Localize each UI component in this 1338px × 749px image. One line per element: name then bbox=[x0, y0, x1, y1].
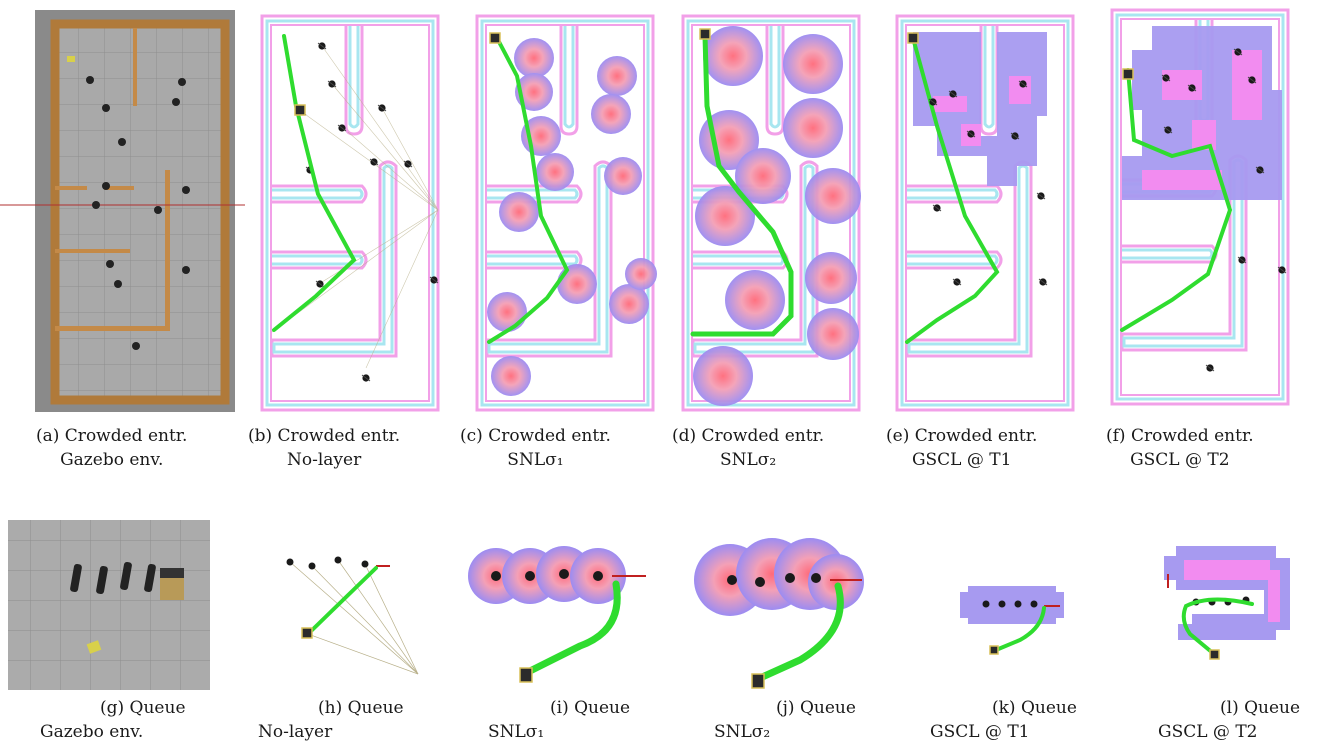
caption-i-line2: SNLσ₁ bbox=[488, 722, 545, 742]
panel-c-snl-sigma1 bbox=[475, 14, 657, 412]
panel-l-gscl-t2-queue bbox=[1164, 546, 1290, 660]
caption-d-line1: (d) Crowded entr. bbox=[672, 426, 825, 446]
caption-k-line2: GSCL @ T1 bbox=[930, 722, 1030, 742]
panel-j-snl-sigma2-queue bbox=[694, 538, 864, 689]
panel-a-gazebo bbox=[0, 10, 245, 412]
caption-i-line1: (i) Queue bbox=[550, 698, 631, 718]
caption-d-line2: SNLσ₂ bbox=[719, 450, 777, 470]
caption-c-line2: SNLσ₁ bbox=[507, 450, 564, 470]
panel-f-gscl-t2 bbox=[1110, 8, 1290, 406]
caption-a-line2: Gazebo env. bbox=[60, 450, 164, 470]
caption-a-line1: (a) Crowded entr. bbox=[36, 426, 188, 446]
caption-j-line1: (j) Queue bbox=[776, 698, 856, 718]
panel-g-gazebo-queue bbox=[8, 520, 210, 690]
caption-j: (j) Queue SNLσ₂ bbox=[714, 696, 856, 744]
caption-h-line1: (h) Queue bbox=[318, 698, 404, 718]
caption-h: (h) Queue No-layer bbox=[258, 696, 404, 744]
panel-d-snl-sigma2 bbox=[681, 14, 861, 412]
caption-l-line2: GSCL @ T2 bbox=[1158, 722, 1258, 742]
caption-c: (c) Crowded entr. SNLσ₁ bbox=[460, 424, 611, 472]
panel-i-snl-sigma1-queue bbox=[468, 546, 646, 683]
caption-f: (f) Crowded entr. GSCL @ T2 bbox=[1106, 424, 1254, 472]
caption-h-line2: No-layer bbox=[258, 722, 333, 742]
caption-b-line1: (b) Crowded entr. bbox=[248, 426, 401, 446]
caption-k: (k) Queue GSCL @ T1 bbox=[930, 696, 1077, 744]
caption-l-line1: (l) Queue bbox=[1220, 698, 1301, 718]
caption-e-line1: (e) Crowded entr. bbox=[886, 426, 1038, 446]
caption-j-line2: SNLσ₂ bbox=[714, 722, 771, 742]
panel-k-gscl-t1-queue bbox=[960, 586, 1064, 655]
caption-d: (d) Crowded entr. SNLσ₂ bbox=[672, 424, 824, 472]
panel-b-no-layer bbox=[260, 14, 440, 412]
caption-g: (g) Queue Gazebo env. bbox=[40, 696, 186, 744]
panel-e-gscl-t1 bbox=[895, 14, 1075, 412]
caption-b-line2: No-layer bbox=[286, 450, 362, 470]
top-row-figures bbox=[0, 8, 1290, 412]
caption-g-line2: Gazebo env. bbox=[40, 722, 144, 742]
caption-e: (e) Crowded entr. GSCL @ T1 bbox=[886, 424, 1037, 472]
caption-k-line1: (k) Queue bbox=[992, 698, 1077, 718]
caption-a: (a) Crowded entr. Gazebo env. bbox=[36, 424, 187, 472]
bottom-row-figures bbox=[8, 520, 1290, 690]
caption-f-line1: (f) Crowded entr. bbox=[1106, 426, 1254, 446]
caption-b: (b) Crowded entr. No-layer bbox=[248, 424, 400, 472]
panel-h-no-layer-queue bbox=[286, 556, 419, 675]
caption-g-line1: (g) Queue bbox=[100, 698, 186, 718]
caption-l: (l) Queue GSCL @ T2 bbox=[1158, 696, 1300, 744]
caption-c-line1: (c) Crowded entr. bbox=[460, 426, 611, 446]
caption-f-line2: GSCL @ T2 bbox=[1130, 450, 1230, 470]
caption-e-line2: GSCL @ T1 bbox=[911, 450, 1012, 470]
caption-i: (i) Queue SNLσ₁ bbox=[488, 696, 630, 744]
